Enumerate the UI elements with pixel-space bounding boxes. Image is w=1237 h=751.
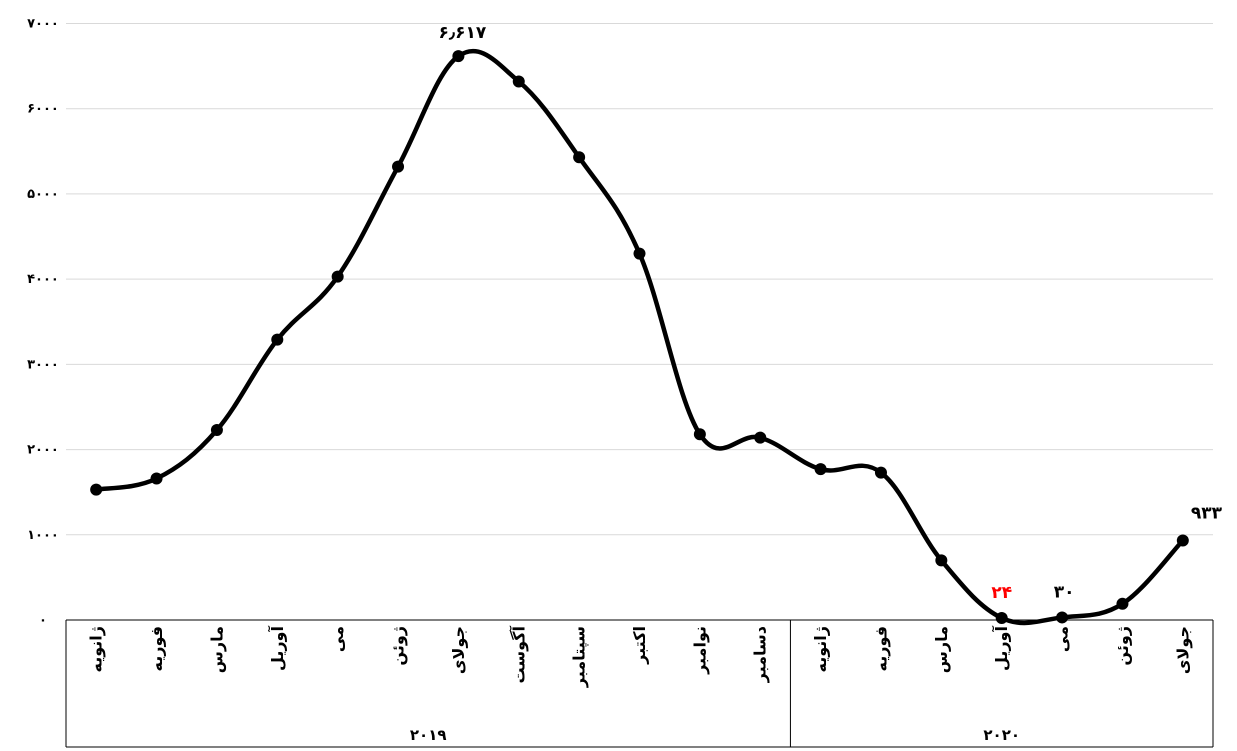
x-tick-label: نوامبر [690, 626, 709, 675]
data-label: ۳۰ [1054, 582, 1075, 602]
data-point [331, 270, 344, 283]
data-point [90, 483, 103, 496]
y-tick-label: ۵۰۰۰ [27, 187, 59, 202]
y-tick-label: ۱۰۰۰ [27, 528, 59, 543]
x-tick-label: ژانویه [87, 626, 106, 672]
data-point [754, 431, 767, 444]
x-tick-label: جولای [1173, 626, 1192, 674]
data-label: ۲۴ [991, 583, 1012, 603]
x-tick-label: ژوئن [1113, 626, 1132, 666]
y-axis-ticks: ۰ ۱۰۰۰ ۲۰۰۰ ۳۰۰۰ ۴۰۰۰ ۵۰۰۰ ۶۰۰۰ ۷۰۰۰ [27, 17, 59, 629]
data-label: ۹۳۳ [1191, 503, 1223, 523]
data-point [392, 160, 405, 173]
y-tick-label: ۷۰۰۰ [27, 17, 59, 32]
data-point [271, 333, 284, 346]
data-point [573, 151, 586, 164]
x-tick-label: جولای [449, 626, 468, 674]
year-group-labels: ۲۰۱۹ ۲۰۲۰ [410, 726, 1020, 744]
data-point [452, 50, 465, 63]
x-tick-label: آگوست [508, 625, 528, 683]
x-tick-label: می [328, 626, 347, 652]
x-tick-label: اکتبر [630, 626, 649, 665]
data-label: ۶٫۶۱۷ [438, 23, 486, 43]
data-point [693, 428, 706, 441]
x-tick-label: فوریه [147, 626, 166, 671]
data-point [150, 472, 163, 485]
series-line [93, 48, 1186, 626]
data-point [874, 466, 887, 479]
y-tick-label: ۴۰۰۰ [27, 272, 59, 287]
x-tick-label: ژوئن [389, 626, 408, 666]
x-tick-label: سپتامبر [570, 626, 590, 688]
category-axis-table [65, 619, 1214, 748]
data-point [633, 247, 646, 260]
x-tick-label: آوریل [267, 625, 287, 670]
x-tick-label: دسامبر [751, 626, 770, 683]
x-axis-labels: ژانویه فوریه مارس آوریل می ژوئن جولای آگوست سپتا… [87, 625, 1193, 688]
data-point [210, 423, 223, 436]
data-point [1056, 611, 1069, 624]
x-tick-label: می [1053, 626, 1072, 652]
y-tick-label: ۳۰۰۰ [27, 357, 59, 372]
x-tick-label: فوریه [871, 626, 890, 671]
x-tick-label: ژانویه [811, 626, 830, 672]
y-tick-label: ۶۰۰۰ [27, 102, 59, 117]
data-labels: ۶٫۶۱۷ ۲۴ ۳۰ ۹۳۳ [438, 23, 1222, 603]
gridlines [66, 23, 1213, 536]
year-label: ۲۰۱۹ [410, 726, 447, 744]
y-tick-label: ۰ [39, 613, 47, 628]
y-tick-label: ۲۰۰۰ [27, 443, 59, 458]
year-label: ۲۰۲۰ [983, 726, 1020, 744]
data-point [512, 75, 525, 88]
x-tick-label: مارس [932, 626, 951, 673]
data-points [90, 50, 1189, 624]
x-tick-label: آوریل [991, 625, 1011, 670]
data-point [935, 554, 948, 567]
x-tick-label: مارس [207, 626, 226, 673]
data-point [995, 611, 1008, 624]
data-point [1176, 534, 1189, 547]
data-point [814, 463, 827, 476]
data-point [1116, 597, 1129, 610]
